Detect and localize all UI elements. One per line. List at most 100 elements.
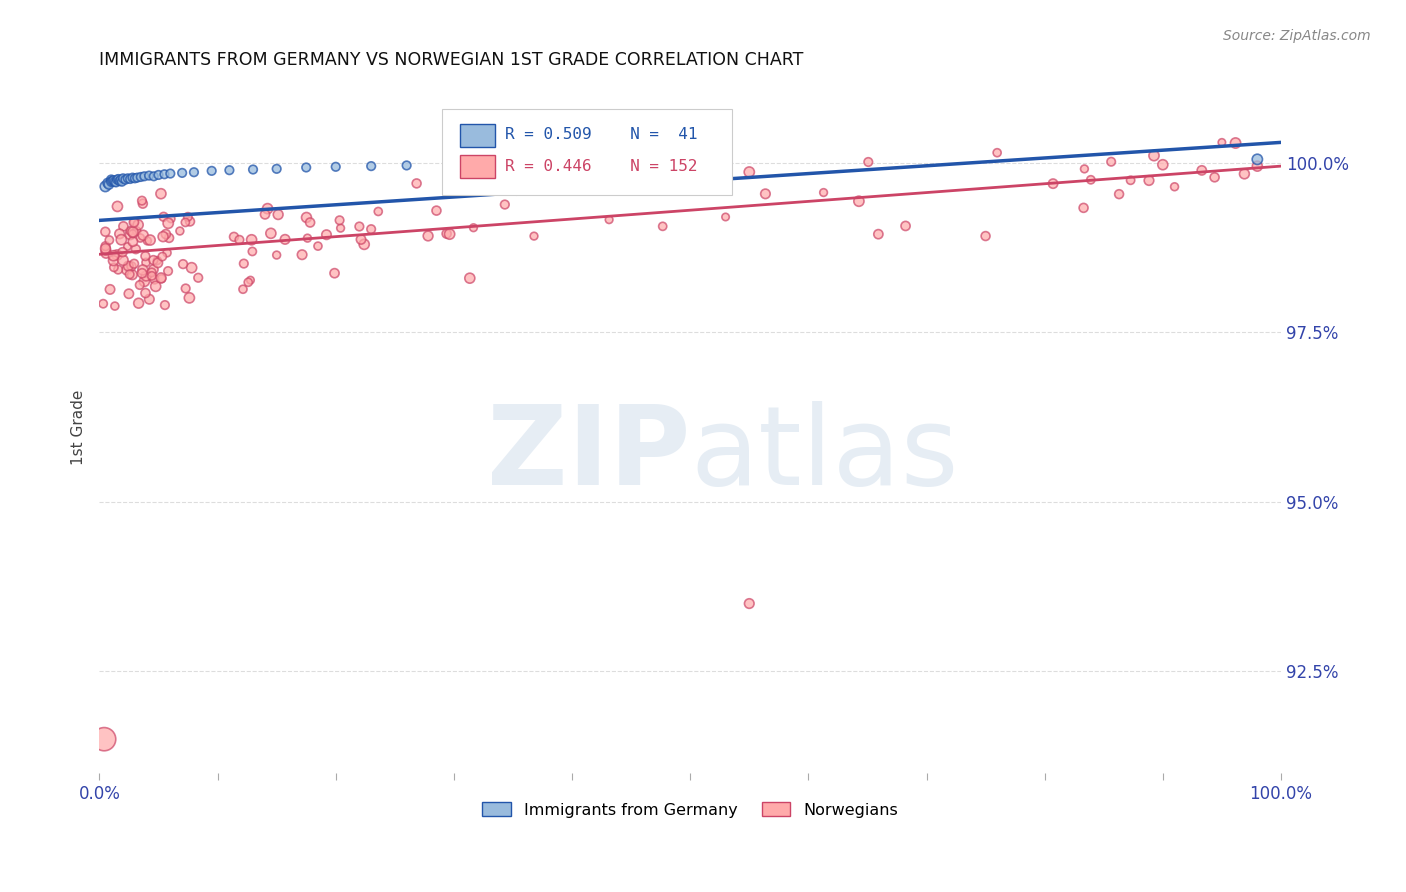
Text: IMMIGRANTS FROM GERMANY VS NORWEGIAN 1ST GRADE CORRELATION CHART: IMMIGRANTS FROM GERMANY VS NORWEGIAN 1ST… bbox=[100, 51, 804, 69]
Point bbox=[349, 219, 371, 234]
Point bbox=[256, 202, 278, 216]
Point bbox=[104, 299, 127, 313]
Point bbox=[986, 145, 1008, 160]
Point bbox=[395, 158, 418, 172]
Point bbox=[153, 298, 176, 312]
Point bbox=[274, 232, 297, 246]
Point bbox=[180, 260, 202, 275]
Point bbox=[738, 165, 761, 179]
Point bbox=[295, 161, 318, 175]
Point bbox=[1137, 173, 1160, 187]
Point bbox=[112, 171, 135, 186]
Point bbox=[360, 159, 382, 173]
Point bbox=[242, 162, 264, 177]
Point bbox=[114, 172, 136, 186]
Point bbox=[1233, 167, 1256, 181]
Point bbox=[150, 250, 173, 264]
Point bbox=[135, 268, 157, 283]
Point bbox=[131, 266, 153, 280]
Point bbox=[131, 194, 153, 208]
Point bbox=[1119, 173, 1142, 187]
Point bbox=[1108, 187, 1130, 202]
Point bbox=[122, 257, 145, 271]
Point bbox=[139, 233, 162, 247]
Point bbox=[201, 164, 224, 178]
Point bbox=[134, 274, 156, 288]
Point bbox=[157, 231, 180, 245]
Point bbox=[177, 210, 200, 224]
Point bbox=[125, 224, 148, 238]
Bar bbox=[460, 154, 495, 178]
Point bbox=[127, 218, 149, 232]
Point bbox=[107, 172, 129, 186]
Point bbox=[121, 227, 143, 241]
Point bbox=[141, 265, 163, 279]
Point bbox=[848, 194, 870, 209]
Point bbox=[260, 227, 283, 241]
Point bbox=[1143, 148, 1166, 162]
Point bbox=[505, 185, 527, 199]
Point bbox=[122, 215, 145, 229]
Point bbox=[115, 263, 138, 277]
Point bbox=[97, 176, 120, 190]
Point bbox=[125, 242, 148, 256]
Point bbox=[159, 167, 181, 181]
Point bbox=[136, 234, 159, 248]
Point bbox=[111, 245, 134, 260]
Point bbox=[813, 186, 835, 200]
Point bbox=[714, 210, 737, 224]
Point bbox=[155, 227, 177, 241]
Point bbox=[299, 215, 322, 229]
Point bbox=[110, 172, 132, 186]
Point bbox=[127, 170, 149, 185]
Point bbox=[974, 229, 997, 244]
Point bbox=[122, 225, 145, 239]
Point bbox=[124, 171, 146, 186]
Point bbox=[146, 253, 169, 268]
Point bbox=[101, 174, 124, 188]
Point bbox=[108, 227, 131, 241]
Point bbox=[232, 257, 254, 271]
Point bbox=[297, 231, 319, 245]
Point bbox=[240, 244, 263, 259]
Point bbox=[405, 177, 427, 191]
Point bbox=[353, 237, 375, 252]
Point bbox=[129, 231, 152, 245]
Point bbox=[367, 204, 389, 219]
Point bbox=[172, 166, 194, 180]
Point bbox=[105, 172, 128, 186]
Point bbox=[1042, 177, 1064, 191]
Point bbox=[152, 210, 174, 224]
Point bbox=[98, 233, 121, 247]
Point bbox=[112, 219, 135, 234]
Point bbox=[1246, 159, 1268, 173]
Point bbox=[132, 196, 155, 211]
Point bbox=[1191, 163, 1213, 178]
Point bbox=[103, 173, 125, 187]
Point bbox=[463, 220, 485, 235]
Point bbox=[132, 228, 155, 243]
Point bbox=[523, 229, 546, 244]
Point bbox=[120, 227, 142, 242]
Point bbox=[142, 253, 165, 268]
Point bbox=[108, 174, 131, 188]
Point bbox=[1152, 158, 1174, 172]
Point bbox=[120, 172, 142, 186]
Point bbox=[142, 262, 165, 277]
Point bbox=[145, 279, 167, 293]
Point bbox=[94, 246, 117, 260]
Point bbox=[436, 227, 458, 241]
Point bbox=[1080, 173, 1102, 187]
Point bbox=[489, 157, 512, 171]
Point bbox=[141, 268, 163, 283]
Point bbox=[93, 732, 115, 747]
FancyBboxPatch shape bbox=[441, 109, 731, 195]
Point bbox=[100, 175, 122, 189]
Point bbox=[738, 597, 761, 611]
Point bbox=[1099, 154, 1122, 169]
Point bbox=[152, 229, 174, 244]
Point bbox=[315, 227, 337, 242]
Point bbox=[135, 255, 157, 269]
Point bbox=[425, 203, 447, 218]
Point bbox=[149, 186, 172, 201]
